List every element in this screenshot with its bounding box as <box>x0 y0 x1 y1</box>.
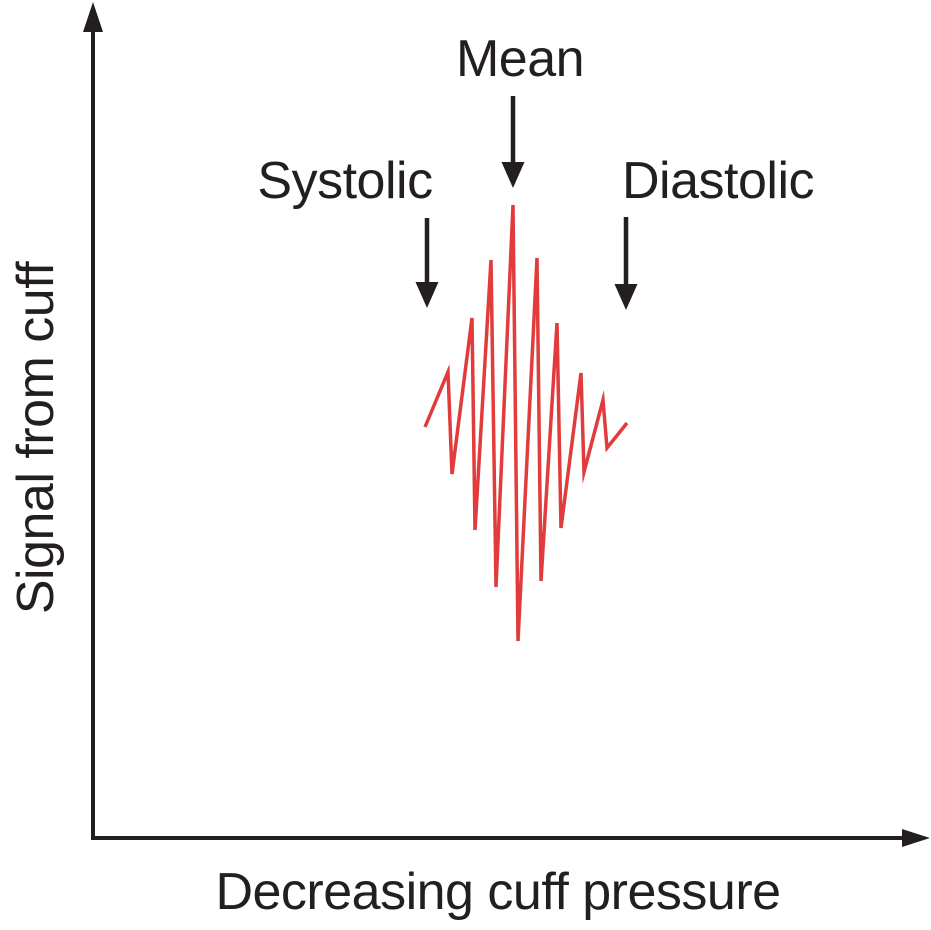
x-axis <box>91 829 930 847</box>
x-axis-title: Decreasing cuff pressure <box>215 863 781 921</box>
mean-arrow <box>501 96 525 188</box>
systolic-label: Systolic <box>257 152 433 210</box>
diastolic-label: Diastolic <box>622 152 815 210</box>
diastolic-arrow <box>614 217 638 310</box>
diastolic-arrowhead-icon <box>614 284 638 310</box>
y-axis <box>83 2 103 840</box>
systolic-arrowhead-icon <box>415 282 439 308</box>
oscillometric-waveform <box>423 204 629 642</box>
mean-arrowhead-icon <box>501 162 525 188</box>
systolic-arrow <box>415 218 439 308</box>
y-axis-arrowhead-icon <box>83 2 103 32</box>
x-axis-arrowhead-icon <box>902 829 930 847</box>
mean-label: Mean <box>455 30 585 88</box>
y-axis-title: Signal from cuff <box>7 261 65 615</box>
